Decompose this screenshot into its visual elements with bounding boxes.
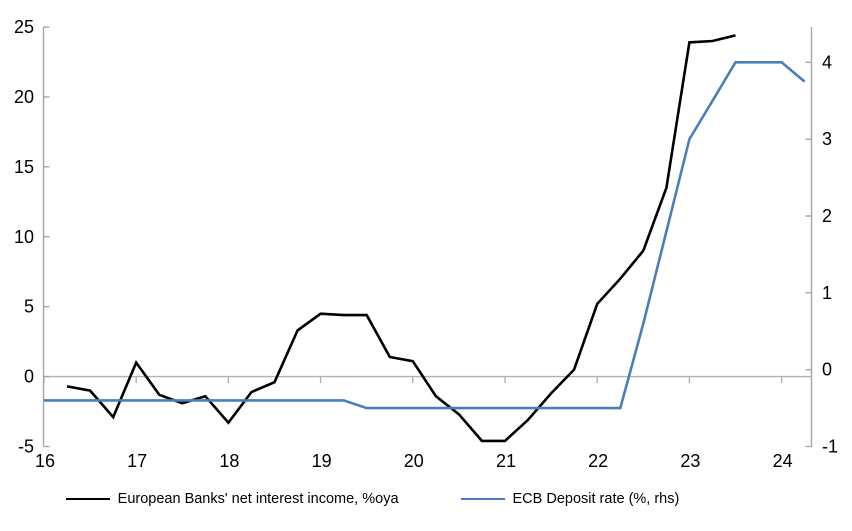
- x-axis-tick-label: 19: [312, 451, 332, 471]
- left-axis-tick-label: 20: [14, 87, 34, 107]
- x-axis-tick-label: 20: [404, 451, 424, 471]
- right-axis-tick-label: 3: [822, 129, 832, 149]
- left-axis-tick-label: 10: [14, 227, 34, 247]
- right-axis-tick-label: 4: [822, 52, 832, 72]
- x-axis-tick-label: 16: [35, 451, 55, 471]
- legend-label-nii: European Banks' net interest income, %oy…: [117, 491, 399, 507]
- legend-label-ecb: ECB Deposit rate (%, rhs): [512, 491, 680, 507]
- x-axis-tick-label: 17: [127, 451, 147, 471]
- left-axis-tick-label: 15: [14, 157, 34, 177]
- legend-item-nii: European Banks' net interest income, %oy…: [65, 491, 399, 507]
- left-axis-tick-label: 0: [24, 367, 34, 387]
- right-axis-tick-label: 2: [822, 206, 832, 226]
- x-axis-tick-label: 18: [219, 451, 239, 471]
- ecb-line-swatch: [460, 498, 505, 500]
- x-axis-tick-label: 22: [588, 451, 608, 471]
- left-axis-tick-label: 25: [14, 17, 34, 37]
- series-line-ecb: [44, 60, 806, 410]
- series-line-nii: [66, 34, 736, 443]
- legend-item-ecb: ECB Deposit rate (%, rhs): [460, 491, 680, 507]
- x-axis-tick-label: 24: [773, 451, 793, 471]
- x-axis-tick-label: 21: [496, 451, 516, 471]
- nii-line-swatch: [65, 498, 110, 500]
- right-axis-tick-label: 0: [822, 360, 832, 380]
- right-axis-tick-label: 1: [822, 283, 832, 303]
- left-axis-tick-label: 5: [24, 297, 34, 317]
- left-axis-tick-label: -5: [18, 437, 34, 457]
- chart-legend: European Banks' net interest income, %oy…: [0, 491, 745, 507]
- right-axis-tick-label: -1: [822, 437, 838, 457]
- x-axis-tick-label: 23: [680, 451, 700, 471]
